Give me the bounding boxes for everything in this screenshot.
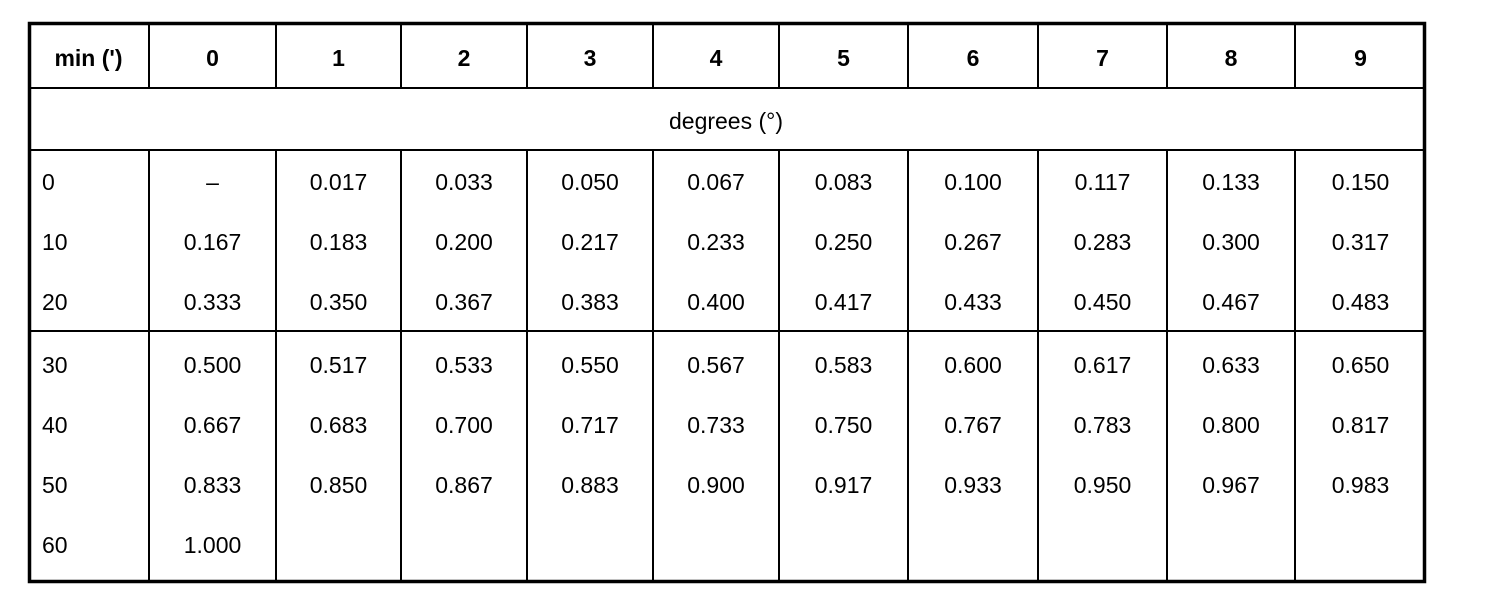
row-label: 10 [42, 229, 68, 255]
cell: 0.833 [184, 472, 242, 498]
cell: 0.250 [815, 229, 873, 255]
header-cell: 0 [206, 45, 219, 71]
header-cell: min (') [54, 45, 122, 71]
cell: 0.533 [435, 352, 493, 378]
cell: 0.817 [1332, 412, 1390, 438]
cell: 0.600 [944, 352, 1002, 378]
cell: 0.433 [944, 289, 1002, 315]
row-label: 0 [42, 169, 55, 195]
cell: 0.400 [687, 289, 745, 315]
cell: 0.217 [561, 229, 619, 255]
cell: 0.050 [561, 169, 619, 195]
cell: 0.117 [1075, 169, 1131, 195]
cell: 0.850 [310, 472, 368, 498]
cell: 0.967 [1202, 472, 1260, 498]
subheader: degrees (°) [669, 108, 783, 134]
cell: 0.617 [1074, 352, 1132, 378]
cell: – [206, 169, 219, 195]
header-cell: 9 [1354, 45, 1367, 71]
cell: 0.417 [815, 289, 873, 315]
cell: 0.333 [184, 289, 242, 315]
cell: 0.550 [561, 352, 619, 378]
cell: 0.183 [310, 229, 368, 255]
cell: 0.633 [1202, 352, 1260, 378]
cell: 0.667 [184, 412, 242, 438]
cell: 0.150 [1332, 169, 1390, 195]
cell: 0.300 [1202, 229, 1260, 255]
cell: 0.517 [310, 352, 368, 378]
cell: 0.950 [1074, 472, 1132, 498]
cell: 0.167 [184, 229, 242, 255]
cell: 0.583 [815, 352, 873, 378]
header-cell: 7 [1096, 45, 1109, 71]
cell: 0.450 [1074, 289, 1132, 315]
cell: 0.483 [1332, 289, 1390, 315]
cell: 0.367 [435, 289, 493, 315]
row-label: 20 [42, 289, 68, 315]
cell: 0.067 [687, 169, 745, 195]
cell: 0.933 [944, 472, 1002, 498]
cell: 0.100 [944, 169, 1002, 195]
cell: 0.033 [435, 169, 493, 195]
cell: 0.867 [435, 472, 493, 498]
row-label: 40 [42, 412, 68, 438]
cell: 0.767 [944, 412, 1002, 438]
cell: 0.750 [815, 412, 873, 438]
cell: 0.233 [687, 229, 745, 255]
header-cell: 5 [837, 45, 850, 71]
header-cell: 6 [967, 45, 980, 71]
cell: 0.267 [944, 229, 1002, 255]
header-cell: 2 [458, 45, 471, 71]
cell: 0.350 [310, 289, 368, 315]
cell: 0.383 [561, 289, 619, 315]
cell: 1.000 [184, 532, 242, 558]
cell: 0.800 [1202, 412, 1260, 438]
row-label: 30 [42, 352, 68, 378]
cell: 0.917 [815, 472, 873, 498]
header-cell: 1 [332, 45, 345, 71]
cell: 0.133 [1202, 169, 1260, 195]
cell: 0.500 [184, 352, 242, 378]
header-cell: 4 [710, 45, 723, 71]
cell: 0.883 [561, 472, 619, 498]
cell: 0.567 [687, 352, 745, 378]
cell: 0.200 [435, 229, 493, 255]
cell: 0.983 [1332, 472, 1390, 498]
cell: 0.650 [1332, 352, 1390, 378]
row-label: 50 [42, 472, 68, 498]
cell: 0.017 [310, 169, 368, 195]
header-cell: 3 [584, 45, 597, 71]
cell: 0.467 [1202, 289, 1260, 315]
cell: 0.717 [561, 412, 619, 438]
cell: 0.683 [310, 412, 368, 438]
cell: 0.083 [815, 169, 873, 195]
cell: 0.900 [687, 472, 745, 498]
table-border [27, 21, 1427, 584]
cell: 0.700 [435, 412, 493, 438]
cell: 0.317 [1332, 229, 1390, 255]
row-label: 60 [42, 532, 68, 558]
header-cell: 8 [1225, 45, 1238, 71]
cell: 0.783 [1074, 412, 1132, 438]
cell: 0.283 [1074, 229, 1132, 255]
cell: 0.733 [687, 412, 745, 438]
